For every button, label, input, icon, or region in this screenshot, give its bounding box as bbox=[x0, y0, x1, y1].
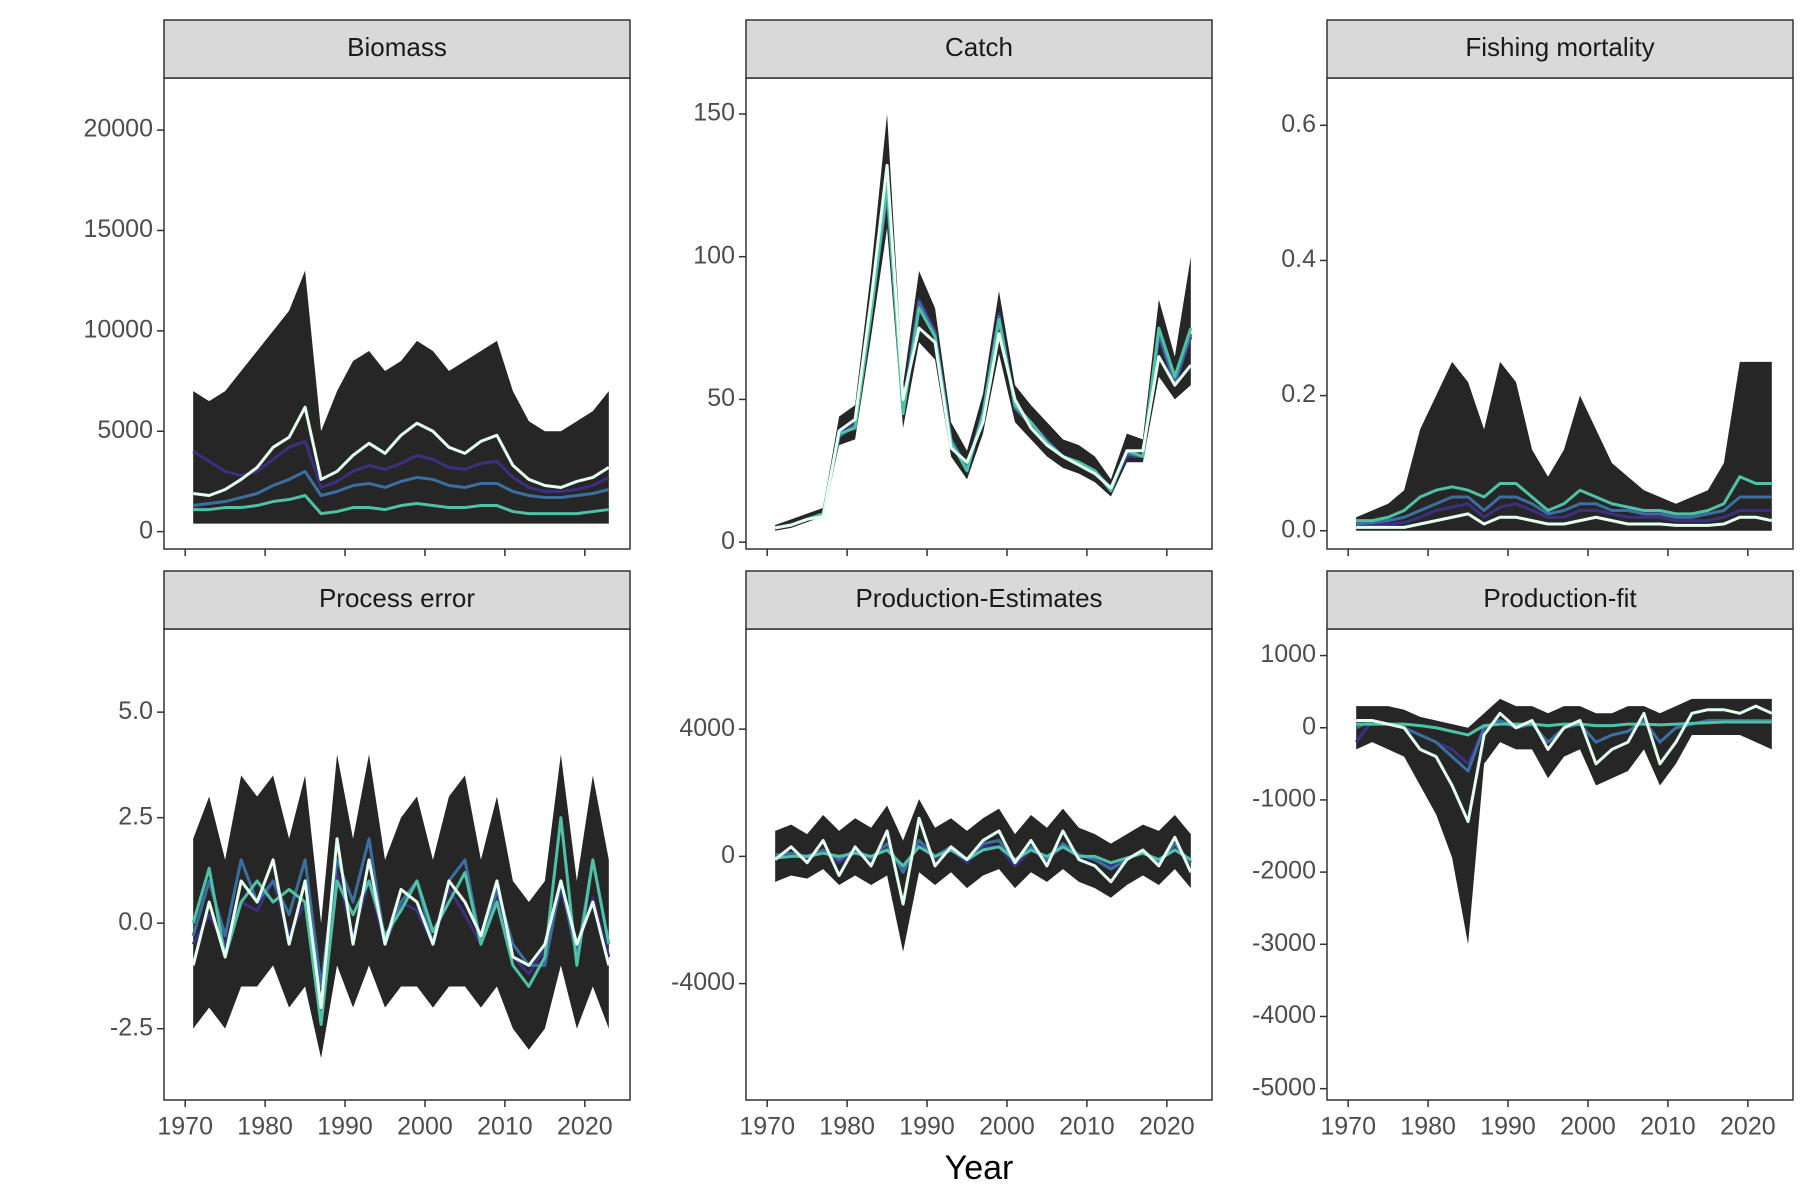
y-tick-label: -2.5 bbox=[110, 1013, 153, 1041]
simulation-band bbox=[775, 799, 1191, 952]
x-tick-label: 2000 bbox=[1560, 1113, 1616, 1141]
x-tick-label: 2010 bbox=[1059, 1113, 1115, 1141]
x-tick-label: 1980 bbox=[1400, 1113, 1456, 1141]
x-tick-label: 1990 bbox=[317, 1113, 373, 1141]
x-tick-label: 1980 bbox=[819, 1113, 875, 1141]
series-line bbox=[192, 439, 610, 493]
series-line bbox=[1356, 512, 1773, 529]
strip bbox=[745, 19, 1213, 79]
y-tick-label: 2.5 bbox=[118, 802, 153, 830]
y-tick-label: 0.2 bbox=[1281, 380, 1316, 408]
x-tick-label: 2000 bbox=[979, 1113, 1035, 1141]
y-tick-label: -4000 bbox=[1252, 1001, 1316, 1029]
x-tick-label: 1990 bbox=[1480, 1113, 1536, 1141]
y-tick-label: -2000 bbox=[1252, 857, 1316, 885]
y-tick-label: 150 bbox=[693, 99, 735, 127]
series-line bbox=[1356, 704, 1773, 824]
x-tick-label: 2000 bbox=[397, 1113, 453, 1141]
strip bbox=[745, 570, 1213, 630]
series-line bbox=[191, 837, 611, 1010]
panel-title: Production-fit bbox=[1483, 583, 1637, 613]
series-line bbox=[1356, 475, 1772, 523]
y-tick-label: 0 bbox=[139, 516, 153, 544]
y-tick-label: 5.0 bbox=[118, 697, 153, 725]
y-tick-label: 0 bbox=[1302, 712, 1316, 740]
y-tick-label: 5000 bbox=[97, 416, 153, 444]
panel-title: Catch bbox=[945, 32, 1013, 62]
y-tick-label: 0 bbox=[721, 527, 735, 555]
y-tick-label: 0 bbox=[721, 841, 735, 869]
strip bbox=[163, 19, 631, 79]
series-line bbox=[192, 469, 610, 508]
x-tick-label: 1980 bbox=[237, 1113, 293, 1141]
x-tick-label: 2020 bbox=[557, 1113, 613, 1141]
panel-title: Production-Estimates bbox=[855, 583, 1102, 613]
strip bbox=[1326, 19, 1794, 79]
y-tick-label: 0.0 bbox=[118, 908, 153, 936]
y-tick-label: 1000 bbox=[1260, 640, 1316, 668]
simulation-band bbox=[1356, 698, 1772, 945]
series-line bbox=[1356, 720, 1772, 737]
panel-title: Process error bbox=[319, 583, 475, 613]
x-tick-label: 1970 bbox=[1320, 1113, 1376, 1141]
strip bbox=[1326, 570, 1794, 630]
panel-title: Fishing mortality bbox=[1465, 32, 1654, 62]
y-tick-label: -1000 bbox=[1252, 785, 1316, 813]
simulation-band bbox=[775, 113, 1191, 531]
series-line bbox=[775, 845, 1192, 868]
y-tick-label: 100 bbox=[693, 241, 735, 269]
series-line bbox=[774, 816, 1193, 906]
series-line bbox=[193, 494, 610, 516]
x-tick-label: 2010 bbox=[477, 1113, 533, 1141]
y-tick-label: 0.6 bbox=[1281, 110, 1316, 138]
series-line bbox=[774, 163, 1192, 530]
y-tick-label: -5000 bbox=[1252, 1073, 1316, 1101]
y-tick-label: -3000 bbox=[1252, 929, 1316, 957]
x-tick-label: 1970 bbox=[739, 1113, 795, 1141]
x-axis-label: Year bbox=[945, 1149, 1014, 1187]
simulation-band bbox=[193, 270, 609, 524]
x-tick-label: 2020 bbox=[1139, 1113, 1195, 1141]
x-tick-label: 1990 bbox=[899, 1113, 955, 1141]
strip bbox=[163, 570, 631, 630]
y-tick-label: 0.4 bbox=[1281, 245, 1316, 273]
y-tick-label: 20000 bbox=[83, 115, 153, 143]
panel-title: Biomass bbox=[347, 32, 447, 62]
y-tick-label: 0.0 bbox=[1281, 515, 1316, 543]
y-tick-label: 50 bbox=[707, 384, 735, 412]
y-tick-label: 15000 bbox=[83, 215, 153, 243]
series-line bbox=[1356, 502, 1772, 527]
x-tick-label: 1970 bbox=[157, 1113, 213, 1141]
y-tick-label: 10000 bbox=[83, 315, 153, 343]
series-line bbox=[1356, 495, 1772, 526]
panel-background bbox=[746, 78, 1212, 549]
series-line bbox=[192, 405, 610, 498]
y-tick-label: -4000 bbox=[671, 968, 735, 996]
y-tick-label: 4000 bbox=[679, 714, 735, 742]
x-tick-label: 2020 bbox=[1720, 1113, 1776, 1141]
x-tick-label: 2010 bbox=[1640, 1113, 1696, 1141]
